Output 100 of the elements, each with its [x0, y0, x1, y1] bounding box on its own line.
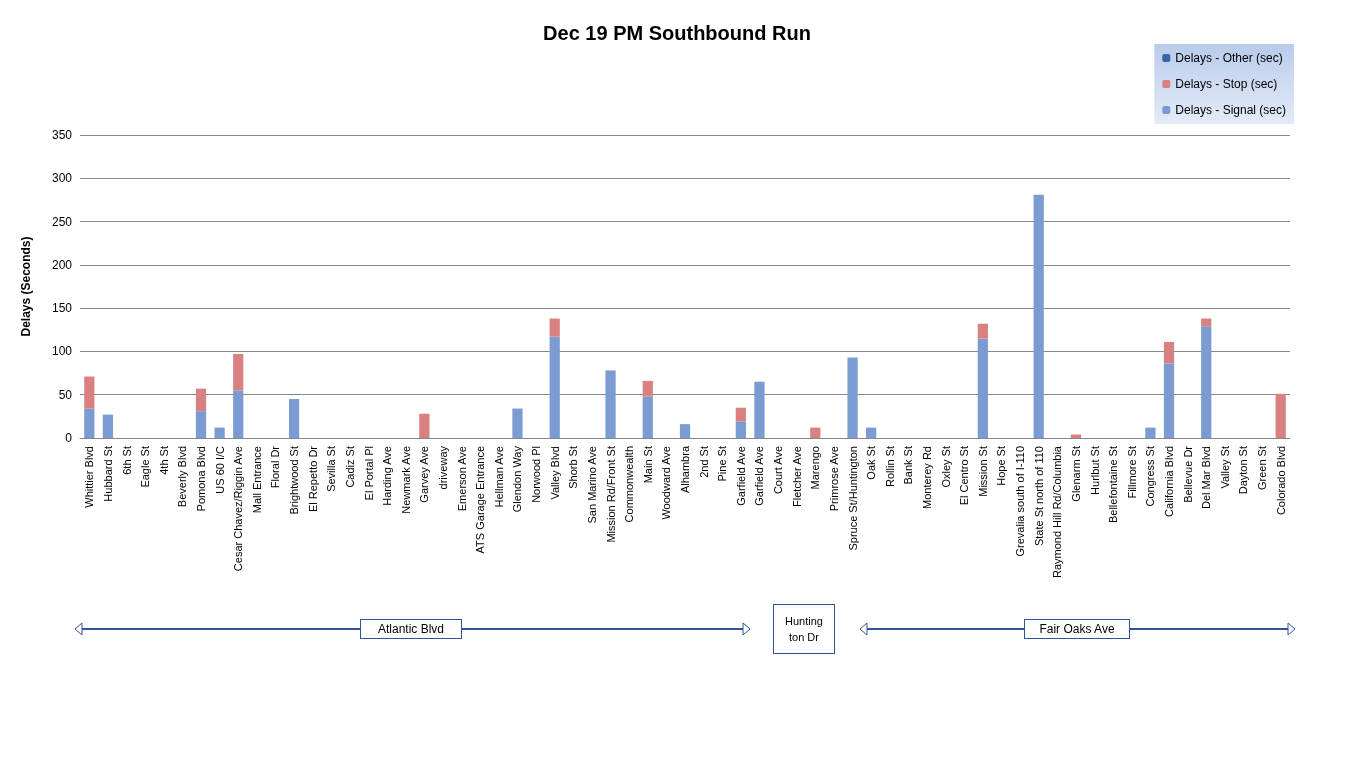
text: Atlantic Blvd: [360, 619, 462, 639]
x-tick-label: Marengo: [809, 446, 822, 490]
x-tick-label: Woodward Ave: [660, 446, 673, 520]
x-tick-label: Newmark Ave: [399, 446, 412, 514]
bar: [1275, 393, 1286, 438]
bar: [1163, 341, 1175, 364]
x-tick-label: Commonwealth: [623, 446, 636, 523]
bar: [1145, 427, 1156, 438]
bar: [233, 354, 244, 391]
x-tick-label: Cadiz St: [343, 446, 356, 488]
bar: [102, 414, 114, 438]
y-axis-title: Delays (Seconds): [19, 236, 33, 337]
bar: [977, 338, 988, 438]
x-tick-label: El Repetto Dr: [306, 445, 319, 513]
x-tick-label: Brightwood St: [288, 446, 301, 515]
bar: [1163, 363, 1175, 438]
legend-label: Delays - Signal (sec): [1175, 103, 1286, 117]
bar: [419, 413, 430, 438]
x-tick-label: Oak St: [865, 446, 878, 480]
x-tick-label: Emerson Ave: [455, 446, 468, 512]
x-tick-label: Court Ave: [772, 446, 785, 495]
x-tick-label: Glenarm St: [1069, 446, 1082, 502]
bar: [1201, 326, 1212, 438]
bar: [642, 380, 653, 397]
x-tick-label: Valley St: [1218, 446, 1231, 489]
bar: [84, 408, 95, 438]
x-tick-label: Fillmore St: [1125, 446, 1138, 499]
x-tick-label: Green St: [1256, 446, 1269, 491]
x-tick-label: Harding Ave: [381, 446, 394, 506]
x-tick-label: Mission Rd/Front St: [604, 446, 617, 543]
legend-label: Delays - Stop (sec): [1175, 77, 1278, 91]
y-tick-label: 350: [51, 128, 73, 142]
x-tick-label: 2nd St: [697, 446, 710, 478]
bar: [735, 407, 746, 422]
x-tick-label: Bank St: [902, 446, 915, 485]
x-tick-label: Valley Blvd: [548, 446, 561, 500]
x-tick-label: Raymond Hill Rd/Columbia: [1051, 445, 1064, 579]
x-tick-label: Fletcher Ave: [790, 446, 803, 507]
x-tick-label: Mission St: [976, 446, 989, 497]
x-tick-label: State St north of 110: [1032, 446, 1045, 547]
y-tick-label: 50: [58, 387, 73, 402]
bar: [605, 370, 616, 438]
legend-label: Delays - Other (sec): [1175, 51, 1283, 65]
x-tick-label: Hubbard St: [101, 446, 114, 502]
bar: [549, 318, 560, 337]
bar: [847, 357, 858, 438]
y-tick-label: 0: [65, 431, 73, 445]
bar: [195, 388, 207, 412]
x-tick-label: Spruce St/Huntington: [846, 446, 859, 551]
x-tick-label: Mall Entrance: [250, 446, 263, 514]
bar: [233, 390, 244, 438]
bar: [1033, 194, 1044, 438]
x-tick-label: Shorb St: [567, 446, 580, 489]
y-tick-label: 200: [51, 257, 73, 272]
bar: [977, 323, 988, 339]
x-tick-label: Garfield Ave: [734, 446, 747, 506]
x-tick-label: Hellman Ave: [492, 446, 505, 508]
x-tick-label: Monterey Rd: [921, 446, 933, 509]
x-tick-label: El Centro St: [958, 446, 971, 506]
bar: [549, 336, 560, 438]
x-tick-label: Main St: [641, 446, 654, 484]
x-tick-label: Pine St: [716, 446, 729, 482]
x-tick-label: 6th St: [120, 446, 133, 475]
x-tick-label: Glendon Way: [511, 445, 524, 513]
x-tick-label: Grevalia south of I-110: [1014, 446, 1027, 557]
bar: [679, 424, 691, 438]
x-tick-label: Oxley St: [939, 446, 952, 488]
x-tick-label: Whittier Blvd: [83, 446, 96, 508]
x-tick-label: Primrose Ave: [827, 446, 840, 512]
x-tick-label: Rollin St: [883, 446, 896, 487]
x-tick-label: ATS Garage Entrance: [474, 446, 487, 554]
y-tick-label: 100: [51, 344, 73, 359]
text: Huntington Dr: [773, 604, 835, 654]
x-tick-label: 4th St: [157, 446, 170, 475]
x-tick-label: US 60 I/C: [213, 445, 226, 494]
x-tick-label: Hope St: [995, 446, 1008, 486]
x-tick-label: Sevilla St: [325, 446, 338, 492]
x-tick-label: Pomona Blvd: [195, 446, 207, 512]
chart-title: Dec 19 PM Southbound Run: [543, 22, 811, 44]
x-tick-label: Del Mar Blvd: [1200, 446, 1213, 509]
bar: [512, 408, 523, 438]
bar: [214, 427, 225, 438]
y-tick-label: 300: [51, 171, 73, 186]
x-tick-label: Garvey Ave: [418, 446, 431, 503]
x-tick-label: California Blvd: [1163, 446, 1175, 517]
x-tick-label: San Marino Ave: [585, 446, 598, 524]
bar: [754, 381, 765, 438]
x-tick-label: El Portal Pl: [362, 446, 375, 501]
x-tick-label: Garfield Ave: [753, 446, 766, 506]
bar: [810, 427, 821, 438]
x-tick-label: Norwood Pl: [530, 446, 543, 503]
y-tick-label: 250: [51, 214, 73, 229]
x-tick-label: Alhambra: [679, 445, 691, 494]
x-tick-label: Bellefontaine St: [1107, 446, 1120, 524]
x-tick-label: Bellevue Dr: [1181, 445, 1194, 503]
x-tick-label: Colorado Blvd: [1274, 446, 1287, 516]
text: Fair Oaks Ave: [1024, 619, 1130, 639]
x-tick-label: Floral Dr: [269, 445, 282, 489]
bar: [84, 376, 95, 409]
bar: [866, 427, 877, 438]
